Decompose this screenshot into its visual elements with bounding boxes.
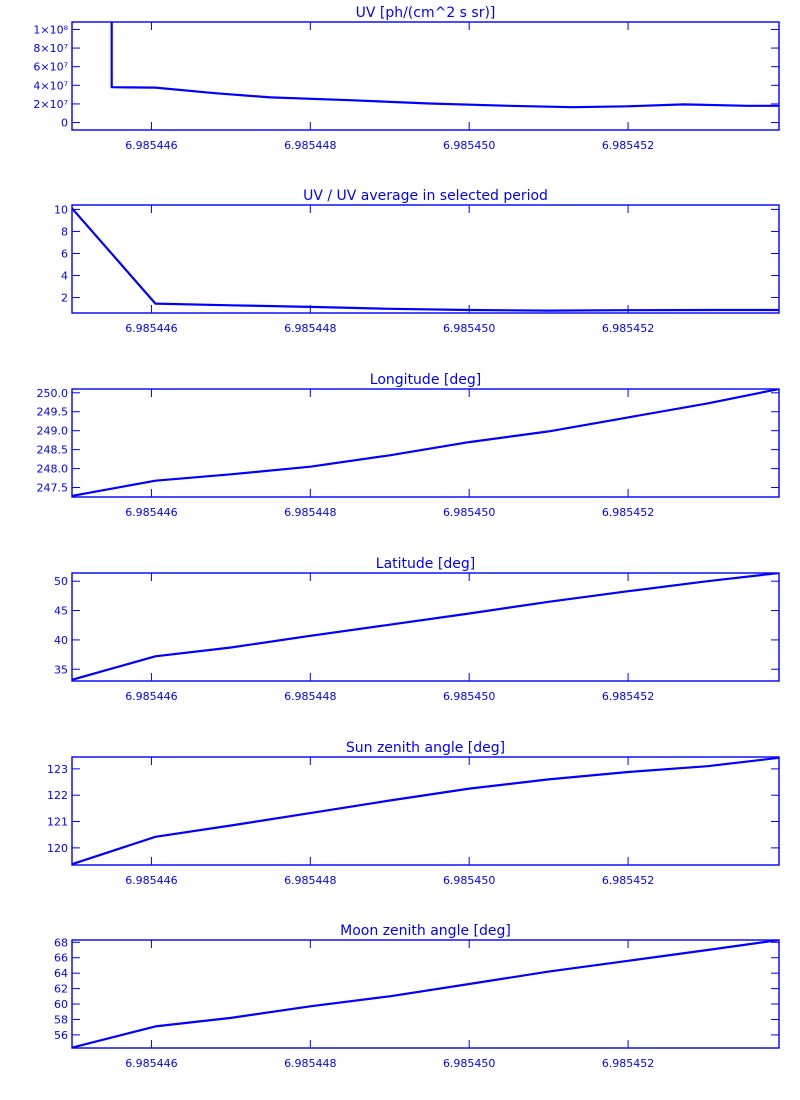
chart-panel-6: Moon zenith angle [deg] 56 58 60 62 64 66 68 6.9… bbox=[54, 923, 780, 1070]
y-tick-label: 8×10⁷ bbox=[33, 42, 68, 55]
y-tick-label: 248.0 bbox=[37, 463, 69, 476]
y-tick-label: 6 bbox=[61, 247, 68, 260]
x-tick-label: 6.985446 bbox=[125, 1057, 178, 1070]
chart-panel-5: Sun zenith angle [deg] 120 121 122 123 6.9854… bbox=[47, 740, 780, 887]
x-tick-label: 6.985450 bbox=[443, 506, 496, 519]
y-tick-label: 58 bbox=[54, 1013, 68, 1026]
series-line bbox=[72, 389, 779, 497]
y-tick-label: 40 bbox=[54, 634, 68, 647]
plot-frame bbox=[71, 939, 780, 1049]
x-tick-label: 6.985452 bbox=[602, 322, 655, 335]
series-line bbox=[110, 22, 779, 109]
plot-frame bbox=[71, 388, 780, 498]
y-tick-label: 248.5 bbox=[37, 444, 69, 457]
y-tick-label: 66 bbox=[54, 952, 68, 965]
y-tick-label: 45 bbox=[54, 605, 68, 618]
x-tick-label: 6.985448 bbox=[284, 322, 337, 335]
y-tick-label: 249.0 bbox=[37, 425, 69, 438]
y-tick-label: 4 bbox=[61, 270, 68, 283]
chart-title: UV / UV average in selected period bbox=[303, 188, 548, 204]
chart-panel-1: UV [ph/(cm^2 s sr)] 0 2×10⁷ 4×10⁷ 6×10⁷ 8×10⁷… bbox=[33, 5, 780, 152]
x-tick-label: 6.985446 bbox=[125, 690, 178, 703]
y-tick-label: 249.5 bbox=[37, 406, 69, 419]
x-tick-label: 6.985448 bbox=[284, 690, 337, 703]
x-tick-label: 6.985448 bbox=[284, 139, 337, 152]
plot-frame bbox=[71, 572, 780, 682]
chart-panel-3: Longitude [deg] 247.5 248.0 248.5 249.0 249.5… bbox=[37, 372, 780, 519]
x-tick-label: 6.985448 bbox=[284, 1057, 337, 1070]
y-tick-label: 121 bbox=[47, 816, 68, 829]
y-tick-label: 10 bbox=[54, 203, 68, 216]
y-tick-label: 123 bbox=[47, 763, 68, 776]
y-tick-label: 56 bbox=[54, 1029, 68, 1042]
y-tick-label: 247.5 bbox=[37, 482, 69, 495]
x-tick-label: 6.985446 bbox=[125, 139, 178, 152]
series-line bbox=[72, 207, 779, 312]
y-tick-label: 2×10⁷ bbox=[33, 98, 68, 111]
y-tick-label: 250.0 bbox=[37, 387, 69, 400]
series-line bbox=[72, 940, 779, 1048]
y-tick-label: 120 bbox=[47, 842, 68, 855]
chart-title: Longitude [deg] bbox=[370, 372, 481, 388]
y-tick-label: 62 bbox=[54, 983, 68, 996]
x-tick-label: 6.985450 bbox=[443, 1057, 496, 1070]
chart-title: Moon zenith angle [deg] bbox=[340, 923, 511, 939]
y-tick-label: 122 bbox=[47, 789, 68, 802]
y-tick-label: 1×10⁸ bbox=[33, 23, 68, 36]
x-tick-label: 6.985452 bbox=[602, 874, 655, 887]
y-tick-label: 0 bbox=[61, 117, 68, 130]
chart-title: Sun zenith angle [deg] bbox=[346, 740, 505, 756]
x-tick-label: 6.985450 bbox=[443, 322, 496, 335]
plot-frame bbox=[71, 756, 780, 866]
y-tick-label: 4×10⁷ bbox=[33, 79, 68, 92]
x-tick-label: 6.985448 bbox=[284, 506, 337, 519]
chart-panel-4: Latitude [deg] 35 40 45 50 6.985446 6.985448 6.… bbox=[54, 556, 780, 703]
x-tick-label: 6.985452 bbox=[602, 1057, 655, 1070]
chart-title: UV [ph/(cm^2 s sr)] bbox=[356, 5, 496, 21]
x-tick-label: 6.985452 bbox=[602, 690, 655, 703]
y-tick-label: 35 bbox=[54, 663, 68, 676]
y-tick-label: 60 bbox=[54, 998, 68, 1011]
x-tick-label: 6.985446 bbox=[125, 322, 178, 335]
x-tick-label: 6.985446 bbox=[125, 874, 178, 887]
x-tick-label: 6.985446 bbox=[125, 506, 178, 519]
y-tick-label: 6×10⁷ bbox=[33, 61, 68, 74]
plot-frame bbox=[71, 21, 780, 131]
x-tick-label: 6.985450 bbox=[443, 874, 496, 887]
x-tick-label: 6.985452 bbox=[602, 139, 655, 152]
series-line bbox=[72, 573, 779, 681]
y-tick-label: 2 bbox=[61, 292, 68, 305]
series-line bbox=[72, 757, 779, 865]
y-tick-label: 8 bbox=[61, 225, 68, 238]
x-tick-label: 6.985452 bbox=[602, 506, 655, 519]
chart-panel-2: UV / UV average in selected period 2 4 6 8 10… bbox=[54, 188, 780, 335]
y-tick-label: 50 bbox=[54, 575, 68, 588]
plot-frame bbox=[71, 204, 780, 314]
y-tick-label: 64 bbox=[54, 967, 68, 980]
x-tick-label: 6.985450 bbox=[443, 690, 496, 703]
chart-title: Latitude [deg] bbox=[376, 556, 475, 572]
x-tick-label: 6.985448 bbox=[284, 874, 337, 887]
x-tick-label: 6.985450 bbox=[443, 139, 496, 152]
y-tick-label: 68 bbox=[54, 936, 68, 949]
